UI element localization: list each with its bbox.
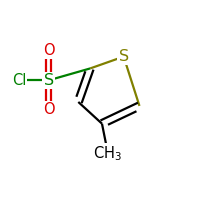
Text: S: S [119, 49, 129, 64]
Text: S: S [44, 73, 54, 88]
Text: Cl: Cl [12, 73, 26, 88]
Text: CH$_3$: CH$_3$ [93, 144, 122, 163]
Text: O: O [43, 43, 55, 58]
Text: O: O [43, 102, 55, 117]
